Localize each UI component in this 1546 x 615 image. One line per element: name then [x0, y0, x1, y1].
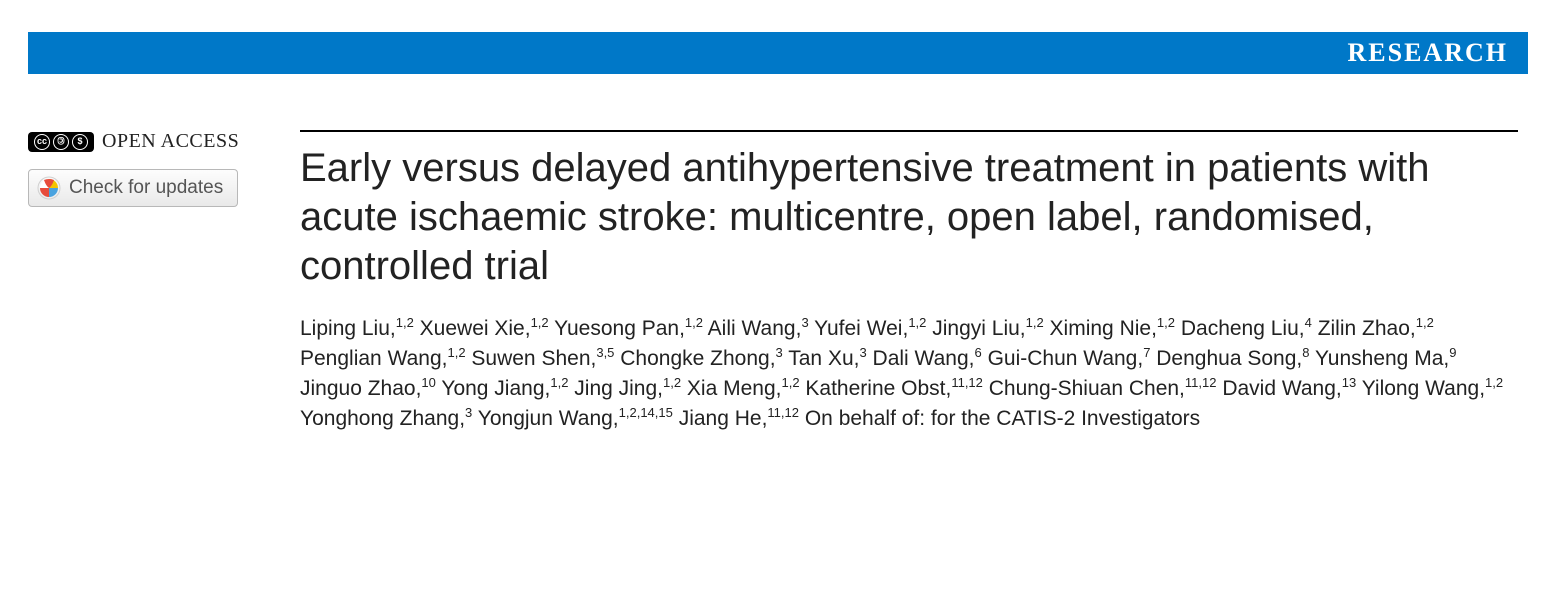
author-affiliation: 1,2: [1157, 315, 1175, 330]
author: David Wang,: [1222, 377, 1341, 400]
author: Tan Xu,: [788, 347, 859, 370]
author-affiliation: 1,2: [781, 375, 799, 390]
author: Chongke Zhong,: [620, 347, 775, 370]
author: Penglian Wang,: [300, 347, 447, 370]
article-title: Early versus delayed antihypertensive tr…: [300, 144, 1518, 290]
author: Jinguo Zhao,: [300, 377, 421, 400]
author: Xia Meng,: [687, 377, 782, 400]
author-affiliation: 1,2: [1416, 315, 1434, 330]
author: Zilin Zhao,: [1318, 317, 1416, 340]
author-affiliation: 1,2,14,15: [619, 405, 673, 420]
author-affiliation: 4: [1305, 315, 1312, 330]
author-affiliation: 1,2: [908, 315, 926, 330]
author: Dali Wang,: [873, 347, 975, 370]
author: Yuesong Pan,: [554, 317, 685, 340]
author-affiliation: 3: [859, 345, 866, 360]
nc-icon: $: [72, 134, 88, 150]
main-column: Early versus delayed antihypertensive tr…: [300, 130, 1546, 434]
title-rule: [300, 130, 1518, 132]
cc-icon: cc: [34, 134, 50, 150]
author-affiliation: 10: [421, 375, 435, 390]
left-column: cc 🄯 $ OPEN ACCESS Check for updates: [0, 130, 300, 434]
author: Yilong Wang,: [1362, 377, 1485, 400]
author-affiliation: 11,12: [951, 375, 983, 390]
author-affiliation: 1,2: [396, 315, 414, 330]
author-affiliation: 3: [801, 315, 808, 330]
author: Ximing Nie,: [1050, 317, 1157, 340]
author: Xuewei Xie,: [420, 317, 531, 340]
author-affiliation: 1,2: [447, 345, 465, 360]
author-affiliation: 11,12: [1185, 375, 1217, 390]
author-list: Liping Liu,1,2 Xuewei Xie,1,2 Yuesong Pa…: [300, 314, 1518, 433]
author: Yufei Wei,: [814, 317, 908, 340]
author: Chung-Shiuan Chen,: [989, 377, 1185, 400]
author-affiliation: 6: [974, 345, 981, 360]
author-affiliation: 1,2: [1485, 375, 1503, 390]
author: Suwen Shen,: [471, 347, 596, 370]
check-updates-button[interactable]: Check for updates: [28, 169, 238, 207]
cc-license-badge: cc 🄯 $: [28, 132, 94, 152]
open-access-row: cc 🄯 $ OPEN ACCESS: [28, 130, 288, 153]
section-banner: RESEARCH: [28, 32, 1528, 74]
open-access-label: OPEN ACCESS: [102, 130, 239, 153]
authors-suffix: On behalf of: for the CATIS-2 Investigat…: [805, 407, 1200, 430]
author: Denghua Song,: [1156, 347, 1302, 370]
author-affiliation: 3: [465, 405, 472, 420]
author-affiliation: 1,2: [685, 315, 703, 330]
author-affiliation: 3: [776, 345, 783, 360]
author: Yunsheng Ma,: [1315, 347, 1449, 370]
author: Katherine Obst,: [805, 377, 951, 400]
author-affiliation: 1,2: [531, 315, 549, 330]
author: Yonghong Zhang,: [300, 407, 465, 430]
content-wrap: cc 🄯 $ OPEN ACCESS Check for updates: [0, 130, 1546, 434]
author: Jiang He,: [679, 407, 768, 430]
check-updates-label: Check for updates: [69, 177, 223, 199]
author: Dacheng Liu,: [1181, 317, 1305, 340]
author: Jing Jing,: [574, 377, 663, 400]
author: Jingyi Liu,: [932, 317, 1025, 340]
author-affiliation: 3,5: [596, 345, 614, 360]
author-affiliation: 1,2: [663, 375, 681, 390]
by-icon: 🄯: [53, 134, 69, 150]
author-affiliation: 7: [1143, 345, 1150, 360]
author-affiliation: 8: [1302, 345, 1309, 360]
author: Liping Liu,: [300, 317, 396, 340]
author: Aili Wang,: [708, 317, 802, 340]
author-affiliation: 9: [1449, 345, 1456, 360]
author: Yong Jiang,: [441, 377, 550, 400]
crossmark-icon: [37, 176, 61, 200]
author: Gui-Chun Wang,: [988, 347, 1144, 370]
author-affiliation: 11,12: [767, 405, 799, 420]
author: Yongjun Wang,: [478, 407, 619, 430]
author-affiliation: 1,2: [1026, 315, 1044, 330]
author-affiliation: 13: [1342, 375, 1356, 390]
author-affiliation: 1,2: [550, 375, 568, 390]
